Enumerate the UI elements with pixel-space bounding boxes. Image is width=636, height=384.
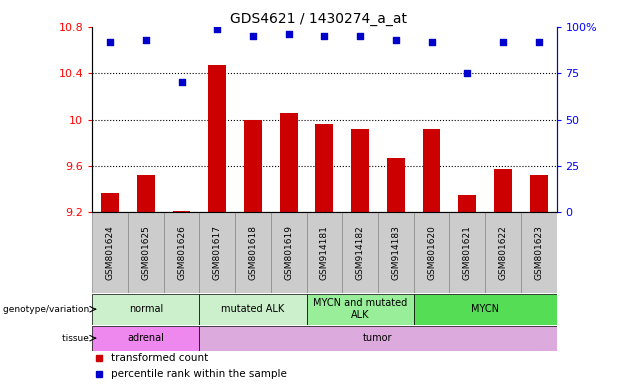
Point <box>105 39 115 45</box>
Point <box>248 33 258 39</box>
Text: GSM801619: GSM801619 <box>284 225 293 280</box>
Text: percentile rank within the sample: percentile rank within the sample <box>111 369 287 379</box>
Text: GSM801623: GSM801623 <box>534 225 543 280</box>
Text: genotype/variation: genotype/variation <box>3 305 92 314</box>
Text: GSM914181: GSM914181 <box>320 225 329 280</box>
Point <box>534 39 544 45</box>
Text: GSM801626: GSM801626 <box>177 225 186 280</box>
Point <box>284 31 294 37</box>
Bar <box>199 326 556 351</box>
Text: MYCN: MYCN <box>471 304 499 314</box>
Point <box>462 70 473 76</box>
Bar <box>163 212 199 293</box>
Bar <box>450 212 485 293</box>
Point <box>319 33 329 39</box>
Text: GSM801622: GSM801622 <box>499 225 508 280</box>
Bar <box>307 294 413 324</box>
Bar <box>307 212 342 293</box>
Bar <box>92 212 128 293</box>
Bar <box>413 212 450 293</box>
Bar <box>351 129 369 212</box>
Bar <box>137 175 155 212</box>
Bar <box>485 212 521 293</box>
Bar <box>378 212 413 293</box>
Bar <box>235 212 271 293</box>
Bar <box>128 212 163 293</box>
Bar <box>530 175 548 212</box>
Text: GSM801624: GSM801624 <box>106 225 114 280</box>
Bar <box>101 192 119 212</box>
Point <box>498 39 508 45</box>
Text: MYCN and mutated
ALK: MYCN and mutated ALK <box>313 298 407 320</box>
Bar <box>342 212 378 293</box>
Text: GSM801617: GSM801617 <box>212 225 222 280</box>
Bar <box>244 119 262 212</box>
Bar <box>422 129 440 212</box>
Text: GDS4621 / 1430274_a_at: GDS4621 / 1430274_a_at <box>230 12 406 25</box>
Bar <box>494 169 512 212</box>
Text: GSM914183: GSM914183 <box>391 225 400 280</box>
Bar <box>92 294 199 324</box>
Text: GSM801621: GSM801621 <box>463 225 472 280</box>
Bar <box>209 65 226 212</box>
Text: normal: normal <box>128 304 163 314</box>
Bar <box>280 113 298 212</box>
Text: tumor: tumor <box>363 333 392 343</box>
Text: GSM801625: GSM801625 <box>141 225 150 280</box>
Point <box>212 26 223 32</box>
Text: GSM914182: GSM914182 <box>356 225 364 280</box>
Bar <box>271 212 307 293</box>
Text: adrenal: adrenal <box>127 333 164 343</box>
Point <box>176 79 186 86</box>
Bar <box>315 124 333 212</box>
Point <box>141 37 151 43</box>
Bar <box>172 211 190 212</box>
Point <box>426 39 436 45</box>
Text: transformed count: transformed count <box>111 353 208 362</box>
Bar <box>199 294 307 324</box>
Bar <box>521 212 556 293</box>
Text: GSM801618: GSM801618 <box>249 225 258 280</box>
Bar <box>199 212 235 293</box>
Bar <box>413 294 556 324</box>
Text: GSM801620: GSM801620 <box>427 225 436 280</box>
Bar <box>387 158 404 212</box>
Bar <box>459 195 476 212</box>
Point <box>355 33 365 39</box>
Text: tissue: tissue <box>62 334 92 343</box>
Text: mutated ALK: mutated ALK <box>221 304 284 314</box>
Point <box>391 37 401 43</box>
Bar <box>92 326 199 351</box>
